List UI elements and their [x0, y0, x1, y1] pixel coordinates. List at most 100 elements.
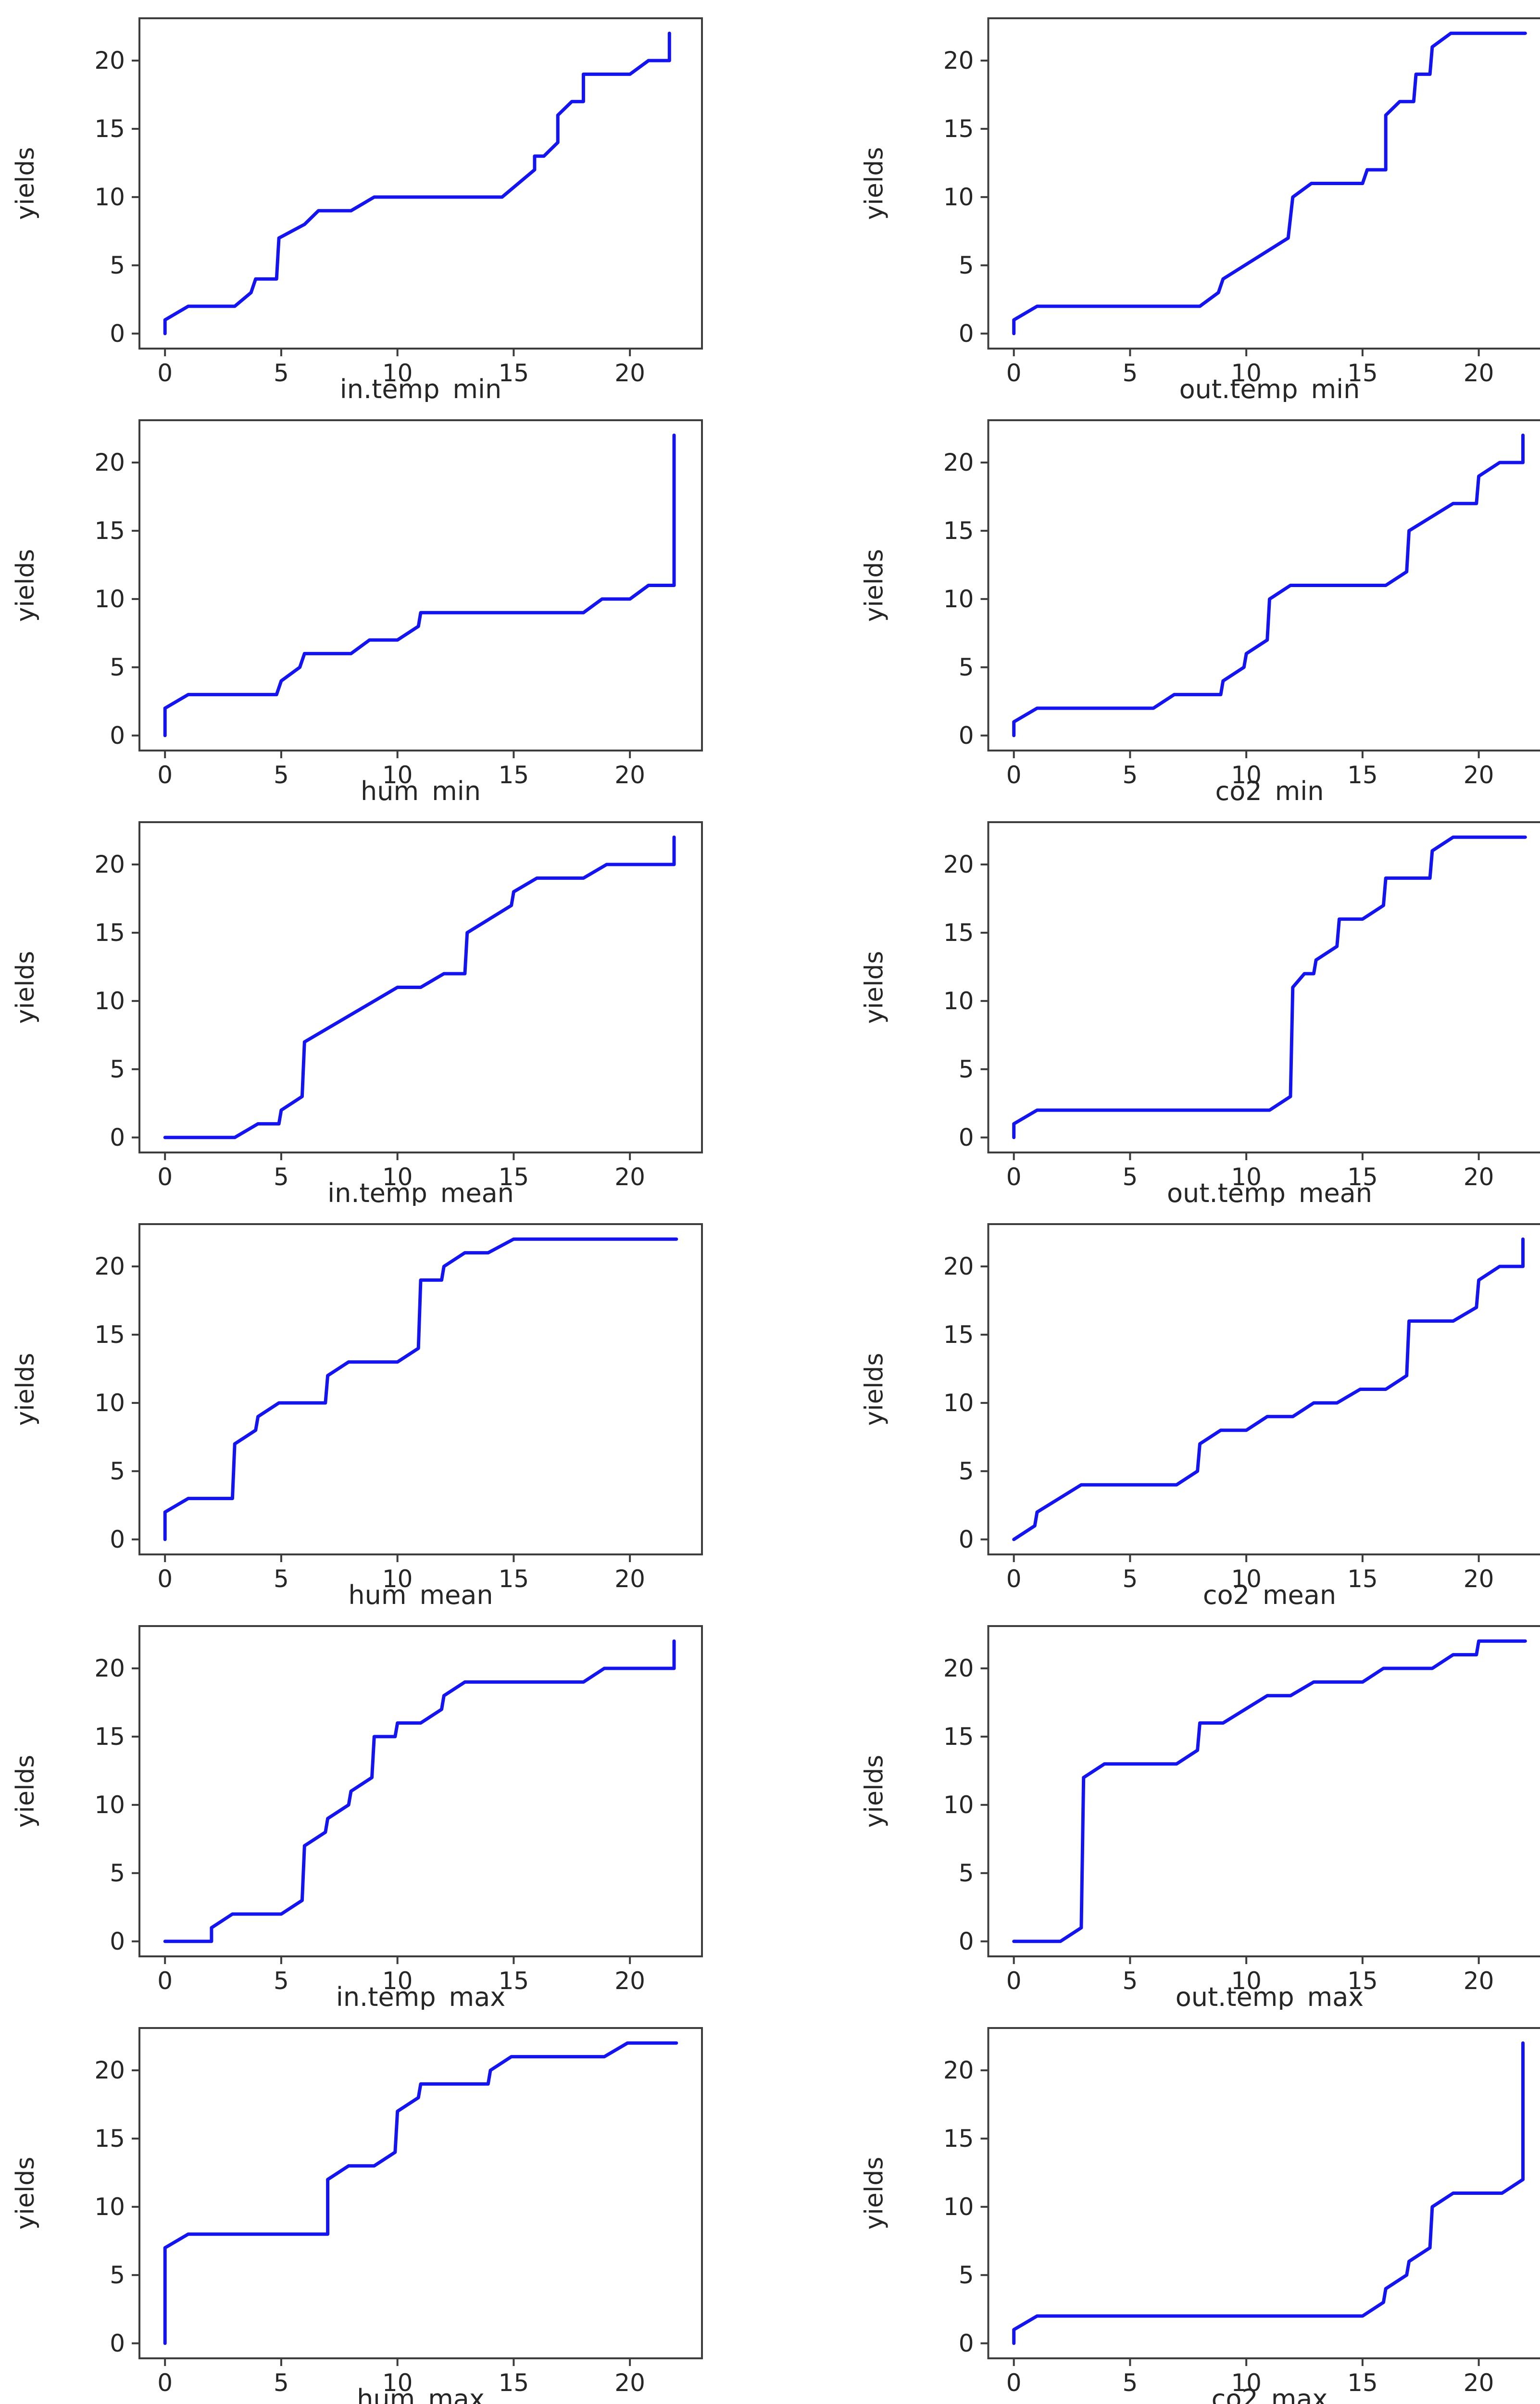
y-tick-label: 20: [943, 1654, 974, 1682]
x-tick-label: 10: [382, 761, 413, 789]
data-line: [163, 31, 671, 336]
x-tick-label: 5: [1123, 1967, 1138, 1995]
axes-frame: [987, 17, 1540, 350]
y-tick-label: 10: [94, 987, 125, 1015]
plot-svg-co2-max: 0 5 10 15 20 0 5 10 15 20 co2_max yields: [860, 2027, 1540, 2404]
x-tick-label: 15: [1347, 2369, 1378, 2397]
x-tick-label: 10: [382, 1565, 413, 1593]
plot-svg-out-temp-mean: 0 5 10 15 20 0 5 10 15 20 out.temp_mean yields: [860, 821, 1540, 1206]
x-tick-label: 15: [1347, 1565, 1378, 1593]
x-axis-label: hum_mean: [348, 1580, 493, 1608]
y-tick-label: 10: [94, 2193, 125, 2221]
x-tick-label: 0: [1006, 761, 1022, 789]
y-tick-label: 0: [110, 722, 125, 750]
subplot-out-temp-mean: 0 5 10 15 20 0 5 10 15 20 out.temp_mean yields: [770, 804, 1540, 1206]
axes-frame: [138, 17, 703, 350]
x-tick-label: 0: [1006, 1163, 1022, 1191]
x-tick-label: 15: [1347, 359, 1378, 387]
x-tick-label: 15: [1347, 761, 1378, 789]
data-line: [163, 2041, 678, 2345]
y-tick-label: 20: [943, 1252, 974, 1280]
subplot-in-temp-mean: 0 5 10 15 20 0 5 10 15 20 in.temp_mean yields: [0, 804, 770, 1206]
y-axis-label: yields: [860, 549, 889, 622]
x-tick-label: 20: [1464, 1967, 1494, 1995]
y-tick-label: 5: [959, 1457, 974, 1485]
x-axis-label: co2_min: [1215, 776, 1324, 804]
y-tick-label: 10: [94, 1791, 125, 1819]
y-axis-label: yields: [860, 1353, 889, 1426]
x-tick-label: 20: [614, 2369, 645, 2397]
x-tick-label: 0: [157, 359, 173, 387]
subplot-co2-mean: 0 5 10 15 20 0 5 10 15 20 co2_mean yields: [770, 1206, 1540, 1608]
data-line: [163, 835, 676, 1139]
plot-svg-hum-min: 0 5 10 15 20 0 5 10 15 20 hum_min yields: [11, 419, 703, 804]
x-tick-label: 5: [274, 2369, 289, 2397]
axes-frame: [138, 1223, 703, 1555]
axes-frame: [138, 821, 703, 1153]
x-axis-label: in.temp_max: [336, 1982, 505, 2010]
y-tick-label: 5: [110, 1055, 125, 1083]
subplot-out-temp-min: 0 5 10 15 20 0 5 10 15 20 out.temp_min yields: [770, 0, 1540, 402]
y-tick-label: 10: [94, 585, 125, 613]
x-tick-label: 20: [614, 1565, 645, 1593]
data-line: [163, 433, 676, 738]
y-tick-label: 5: [110, 2261, 125, 2289]
y-axis-label: yields: [860, 2157, 889, 2230]
x-tick-label: 5: [274, 1565, 289, 1593]
x-tick-label: 20: [1464, 1163, 1494, 1191]
plot-svg-hum-max: 0 5 10 15 20 0 5 10 15 20 hum_max yields: [11, 2027, 703, 2404]
y-tick-label: 10: [94, 1389, 125, 1417]
y-tick-label: 10: [943, 987, 974, 1015]
x-axis-label: hum_min: [361, 776, 481, 804]
x-tick-label: 0: [1006, 359, 1022, 387]
x-tick-label: 20: [1464, 1565, 1494, 1593]
x-tick-label: 0: [1006, 1967, 1022, 1995]
y-tick-label: 15: [943, 1321, 974, 1349]
y-tick-label: 10: [94, 183, 125, 211]
y-tick-label: 15: [94, 1723, 125, 1751]
x-tick-label: 0: [1006, 2369, 1022, 2397]
y-tick-label: 20: [943, 2056, 974, 2084]
plot-svg-in-temp-max: 0 5 10 15 20 0 5 10 15 20 in.temp_max yields: [11, 1625, 703, 2010]
y-tick-label: 20: [943, 449, 974, 476]
y-tick-label: 10: [943, 585, 974, 613]
y-tick-label: 5: [959, 653, 974, 681]
y-axis-label: yields: [11, 2157, 40, 2230]
x-tick-label: 0: [157, 2369, 173, 2397]
x-axis-label: hum_max: [357, 2384, 485, 2404]
x-tick-label: 15: [499, 761, 529, 789]
x-tick-label: 5: [274, 761, 289, 789]
data-line: [1012, 1639, 1527, 1943]
y-tick-label: 15: [94, 2125, 125, 2153]
x-tick-label: 10: [382, 2369, 413, 2397]
x-axis-label: co2_mean: [1203, 1580, 1336, 1608]
data-line: [1012, 835, 1527, 1139]
y-tick-label: 0: [110, 1526, 125, 1553]
y-tick-label: 20: [943, 851, 974, 878]
x-tick-label: 15: [499, 359, 529, 387]
plot-svg-hum-mean: 0 5 10 15 20 0 5 10 15 20 hum_mean yields: [11, 1223, 703, 1608]
x-tick-label: 5: [1123, 761, 1138, 789]
x-tick-label: 10: [1231, 1163, 1262, 1191]
y-tick-label: 5: [959, 251, 974, 279]
plot-svg-co2-min: 0 5 10 15 20 0 5 10 15 20 co2_min yields: [860, 419, 1540, 804]
x-tick-label: 0: [157, 1967, 173, 1995]
y-tick-label: 15: [943, 1723, 974, 1751]
y-tick-label: 5: [110, 653, 125, 681]
x-tick-label: 10: [1231, 1967, 1262, 1995]
x-tick-label: 0: [157, 1163, 173, 1191]
y-tick-label: 10: [943, 1389, 974, 1417]
x-tick-label: 5: [1123, 359, 1138, 387]
axes-frame: [138, 2027, 703, 2359]
x-tick-label: 15: [499, 1163, 529, 1191]
x-tick-label: 15: [499, 1967, 529, 1995]
x-tick-label: 0: [157, 761, 173, 789]
subplot-hum-min: 0 5 10 15 20 0 5 10 15 20 hum_min yields: [0, 402, 770, 804]
subplot-out-temp-max: 0 5 10 15 20 0 5 10 15 20 out.temp_max yields: [770, 1608, 1540, 2010]
y-tick-label: 15: [94, 115, 125, 143]
x-tick-label: 20: [614, 359, 645, 387]
x-tick-label: 10: [382, 1163, 413, 1191]
y-tick-label: 10: [943, 183, 974, 211]
plot-svg-in-temp-mean: 0 5 10 15 20 0 5 10 15 20 in.temp_mean yields: [11, 821, 703, 1206]
